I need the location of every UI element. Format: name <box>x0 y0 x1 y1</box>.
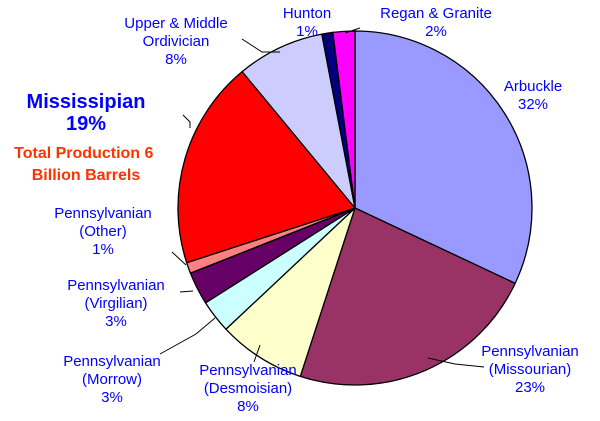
leader-line <box>182 114 191 128</box>
leader-line <box>427 357 485 368</box>
slice-label: Hunton 1% <box>283 5 331 40</box>
leader-line <box>241 38 280 53</box>
slice-label-line: Mississipian <box>27 91 146 113</box>
total-production-line-1: Total Production 6 <box>14 145 153 162</box>
slice-label-line: Pennsylvanian <box>54 205 152 222</box>
slice-label-line: Pennsylvanian <box>481 343 579 360</box>
slice-label-line: (Desmoisian) <box>204 380 292 397</box>
slice-label-line: Pennsylvanian <box>63 353 161 370</box>
slice-regan-granite <box>332 30 356 209</box>
slice-label-line: (Morrow) <box>82 371 142 388</box>
slice-label-line: Ordivician <box>143 33 210 50</box>
pie-slices <box>177 30 533 386</box>
leader-line <box>179 290 194 293</box>
slice-label: Regan & Granite 2% <box>380 5 492 40</box>
slice-label-line: 8% <box>165 51 187 68</box>
slice-label-line: Regan & Granite <box>380 5 492 22</box>
slice-label-line: 32% <box>518 96 548 113</box>
slice-label-line: 19% <box>66 113 106 135</box>
slice-label: Arbuckle 32% <box>504 78 562 113</box>
slice-label: Mississipian 19% <box>27 91 146 135</box>
slice-label-line: Pennsylvanian <box>67 277 165 294</box>
slice-label-line: Arbuckle <box>504 78 562 95</box>
slice-label-line: 3% <box>105 313 127 330</box>
slice-labels: Arbuckle 32%Pennsylvanian (Missourian) 23%P… <box>27 5 579 415</box>
slice-label-line: 3% <box>101 389 123 406</box>
slice-label-line: 1% <box>92 241 114 258</box>
slice-label: Pennsylvanian (Virgilian) 3% <box>67 277 165 330</box>
slice-pennsylvanian-desmoisian <box>225 207 356 378</box>
slice-label: Pennsylvanian (Desmoisian) 8% <box>199 362 297 415</box>
slice-mississipian <box>177 70 357 264</box>
leader-line <box>344 27 361 34</box>
slice-label: Pennsylvanian (Morrow) 3% <box>63 353 161 406</box>
slice-label-line: Upper & Middle <box>124 15 227 32</box>
total-production-note: Total Production 6 Billion Barrels <box>14 145 158 184</box>
slice-label-line: (Other) <box>79 223 127 240</box>
slice-upper-middle-ordivician <box>241 33 356 209</box>
slice-label-line: Pennsylvanian <box>199 362 297 379</box>
slice-label-line: 2% <box>425 23 447 40</box>
slice-label-line: 1% <box>296 23 318 40</box>
slice-pennsylvanian-missourian <box>299 207 517 386</box>
slice-label-line: 8% <box>237 398 259 415</box>
slice-label: Pennsylvanian (Other) 1% <box>54 205 152 258</box>
total-production-line-2: Billion Barrels <box>32 167 141 184</box>
leader-line <box>159 317 216 355</box>
slice-label-line: Hunton <box>283 5 331 22</box>
slice-label: Pennsylvanian (Missourian) 23% <box>481 343 579 396</box>
slice-label-line: 23% <box>515 379 545 396</box>
slice-label-line: (Virgilian) <box>84 295 147 312</box>
leader-line <box>325 39 329 45</box>
leader-lines <box>159 27 485 368</box>
leader-line <box>171 251 187 266</box>
slice-arbuckle <box>354 30 533 285</box>
slice-label-line: (Missourian) <box>489 361 572 378</box>
leader-line <box>253 344 261 363</box>
slice-label: Upper & Middle Ordivician 8% <box>124 15 227 68</box>
